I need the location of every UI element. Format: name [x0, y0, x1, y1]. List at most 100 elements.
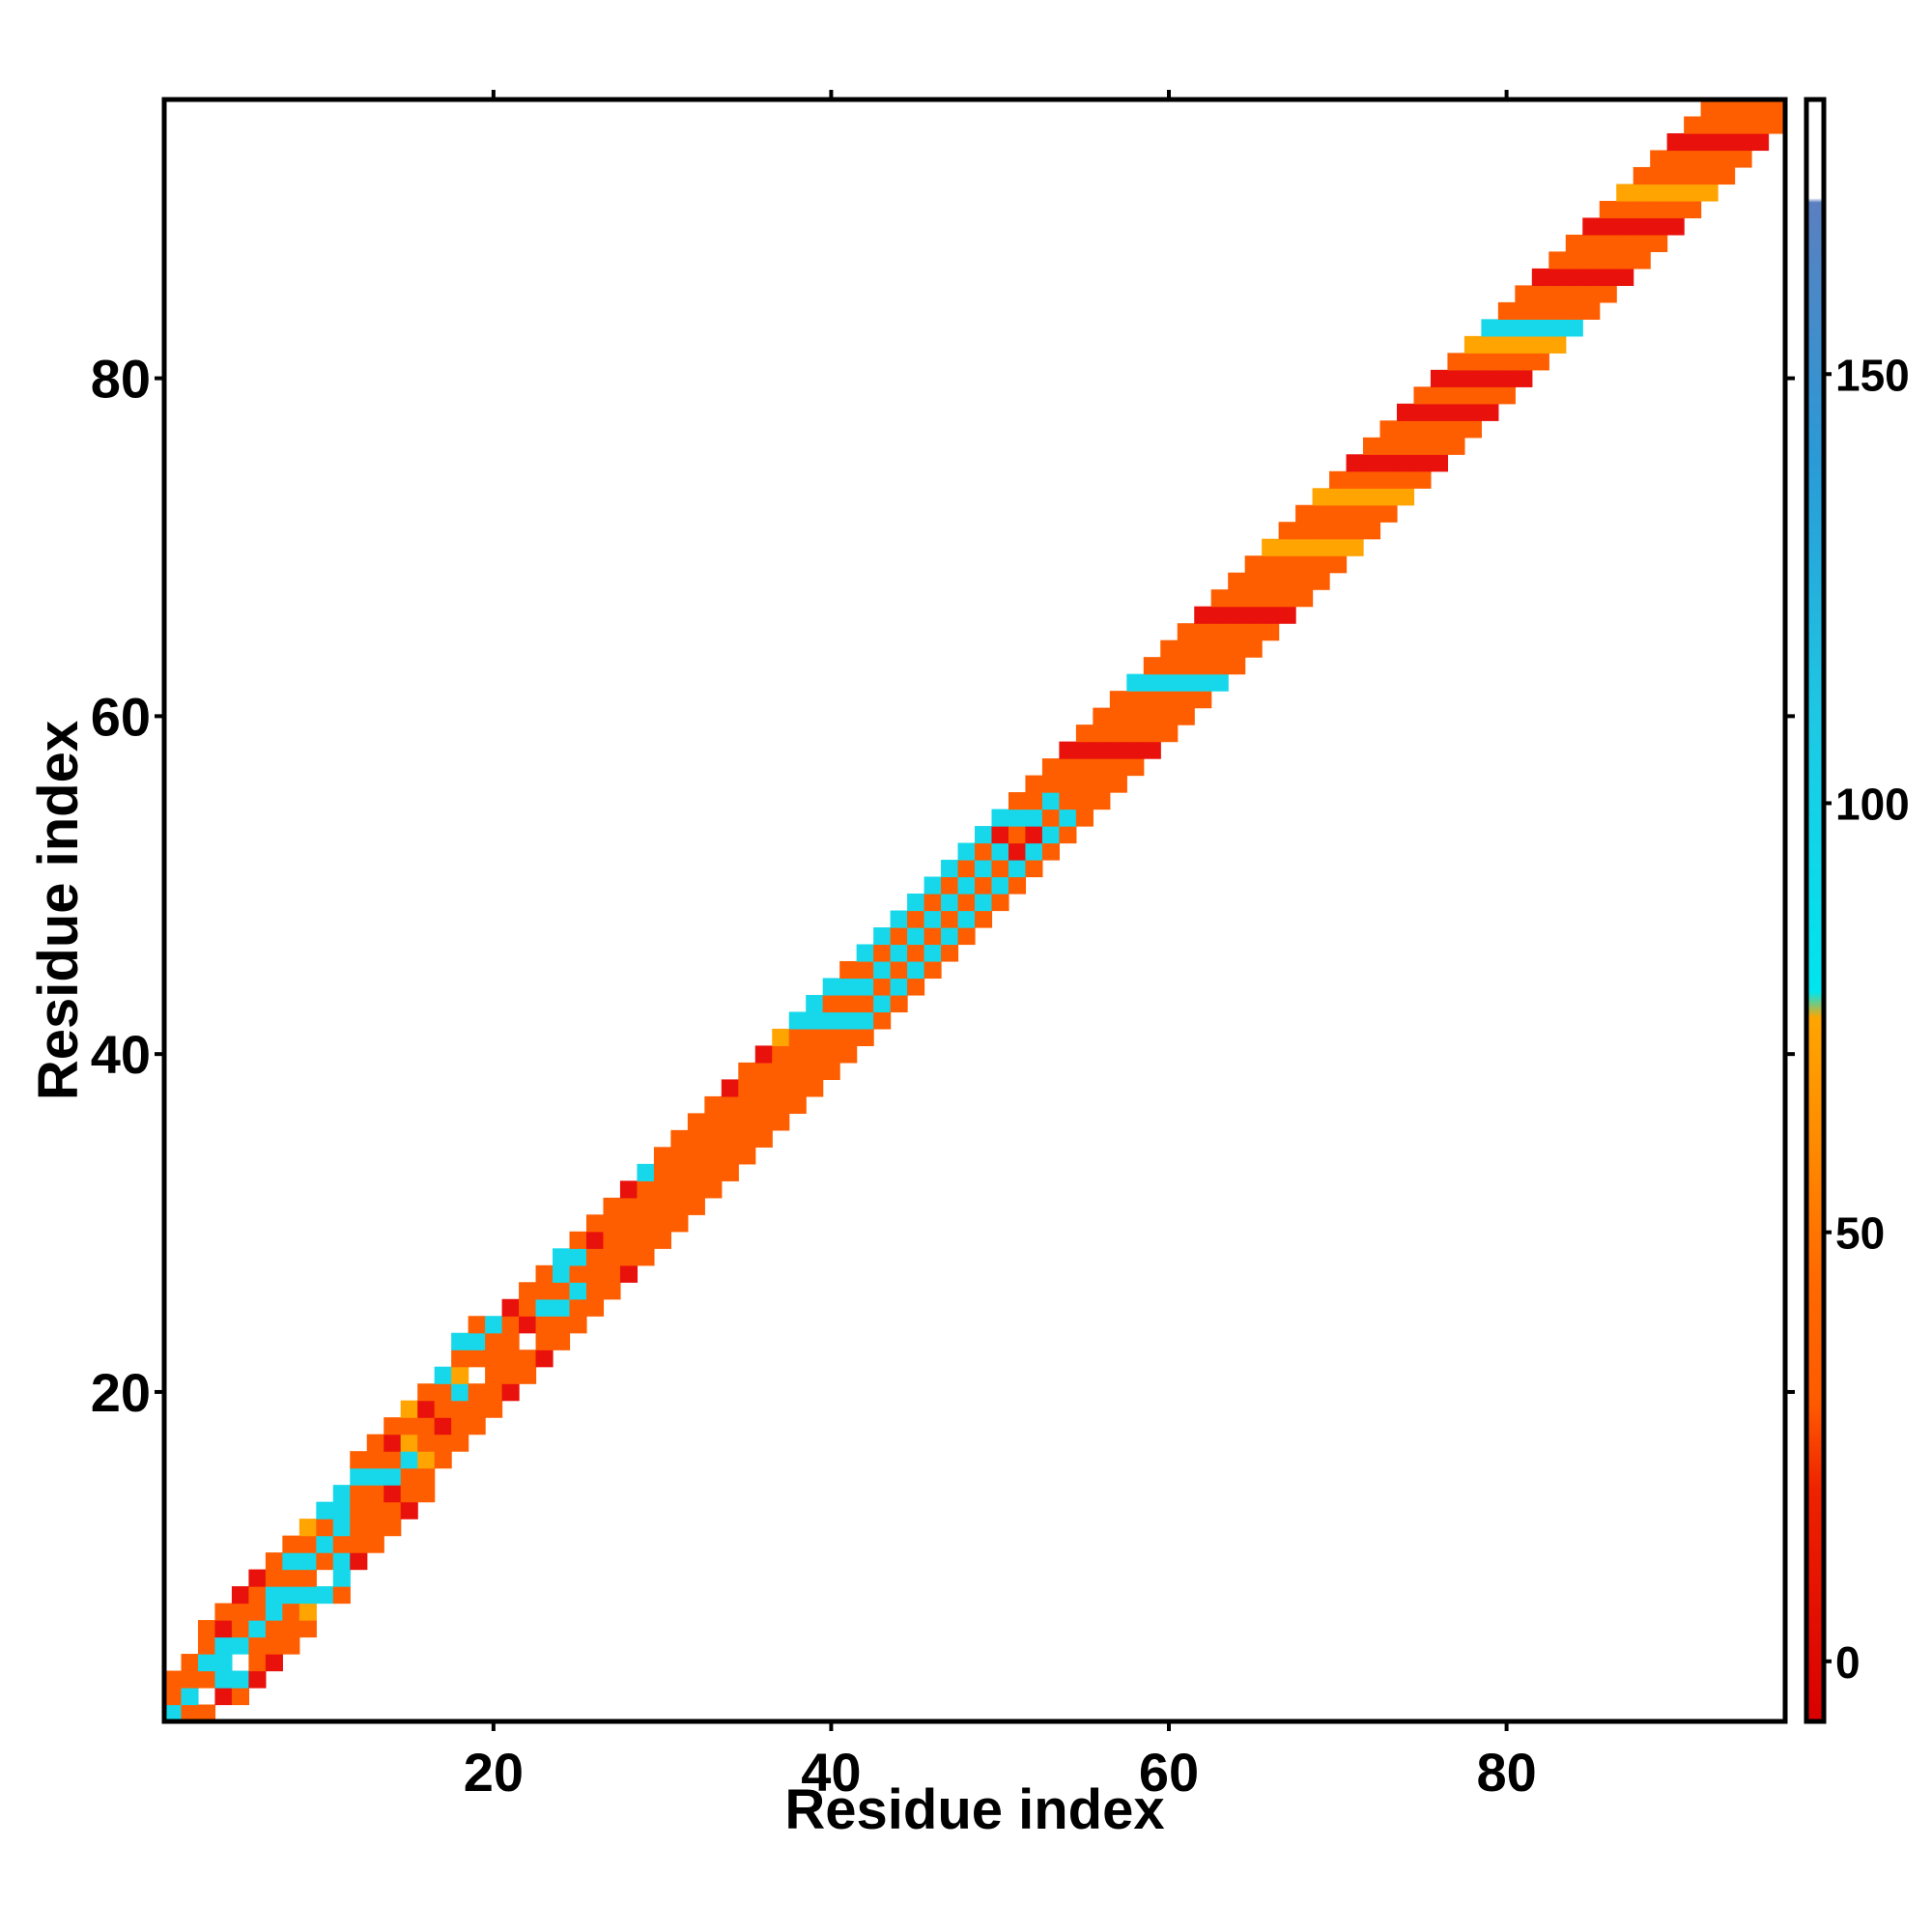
heatmap-cell	[1430, 369, 1449, 387]
heatmap-cell	[519, 1282, 537, 1300]
heatmap-cell	[637, 1231, 655, 1249]
heatmap-cell	[350, 1519, 368, 1537]
heatmap-cell	[704, 1163, 723, 1181]
heatmap-cell	[1599, 251, 1617, 270]
heatmap-cell	[738, 1129, 756, 1148]
heatmap-cell	[991, 842, 1009, 861]
heatmap-cell	[991, 860, 1009, 878]
heatmap-cell	[1582, 268, 1601, 286]
heatmap-cell	[670, 1197, 689, 1215]
heatmap-cell	[282, 1569, 300, 1587]
heatmap-cell	[1531, 301, 1549, 320]
heatmap-cell	[400, 1400, 418, 1418]
heatmap-cell	[1177, 623, 1195, 641]
heatmap-cell	[653, 1231, 671, 1249]
heatmap-cell	[1497, 335, 1516, 354]
heatmap-cell	[485, 1332, 503, 1350]
heatmap-cell	[1447, 386, 1465, 405]
heatmap-cell	[265, 1569, 283, 1587]
heatmap-cell	[1700, 132, 1719, 152]
heatmap-cell	[1041, 758, 1060, 777]
heatmap-cell	[1396, 454, 1415, 472]
heatmap-cell	[1734, 116, 1752, 134]
heatmap-cell	[1143, 724, 1161, 743]
heatmap-cell	[873, 994, 892, 1013]
heatmap-cell	[839, 960, 858, 980]
heatmap-cell	[231, 1670, 249, 1689]
heatmap-cell	[1278, 522, 1296, 540]
heatmap-cell	[1666, 166, 1685, 185]
heatmap-cell	[1126, 673, 1145, 692]
heatmap-cell	[806, 1045, 824, 1064]
heatmap-cell	[214, 1654, 233, 1672]
heatmap-cell	[553, 1282, 571, 1300]
heatmap-cell	[332, 1552, 351, 1571]
heatmap-cell	[1109, 758, 1127, 777]
heatmap-cell	[1228, 623, 1246, 641]
colorbar-tick-label: 150	[1835, 350, 1910, 400]
heatmap-cell	[1278, 606, 1296, 624]
heatmap-cell	[1633, 166, 1651, 185]
heatmap-cell	[1396, 437, 1415, 455]
heatmap-cell	[1565, 268, 1583, 286]
heatmap-cell	[585, 1231, 605, 1249]
heatmap-cell	[569, 1264, 587, 1283]
heatmap-cell	[1262, 572, 1280, 590]
heatmap-cell	[754, 1113, 773, 1131]
heatmap-cell	[298, 1535, 317, 1553]
heatmap-cell	[1700, 116, 1719, 134]
heatmap-cell	[1160, 657, 1179, 675]
heatmap-cell	[501, 1350, 520, 1368]
heatmap-cell	[265, 1603, 283, 1621]
heatmap-cell	[923, 960, 942, 980]
heatmap-cell	[1228, 589, 1246, 608]
heatmap-cell	[1210, 673, 1229, 692]
heatmap-cell	[738, 1062, 756, 1080]
heatmap-cell	[1025, 792, 1043, 810]
heatmap-cell	[214, 1670, 233, 1689]
heatmap-cell	[772, 1028, 790, 1047]
heatmap-cell	[839, 1028, 858, 1047]
heatmap-cell	[822, 1028, 840, 1047]
heatmap-cell	[1160, 639, 1179, 658]
heatmap-cell	[1093, 724, 1111, 743]
heatmap-cell	[1143, 691, 1161, 709]
heatmap-cell	[822, 1045, 840, 1064]
heatmap-cell	[1379, 420, 1398, 439]
heatmap-cell	[1413, 470, 1432, 489]
heatmap-cell	[1244, 555, 1263, 574]
heatmap-cell	[451, 1383, 469, 1402]
heatmap-cell	[298, 1620, 317, 1638]
heatmap-cell	[553, 1298, 571, 1317]
heatmap-cell	[1093, 775, 1111, 793]
heatmap-cell	[332, 1569, 351, 1587]
heatmap-cell	[941, 926, 959, 946]
heatmap-cell	[873, 926, 892, 946]
heatmap-cell	[1616, 251, 1634, 270]
heatmap-cell	[400, 1451, 418, 1469]
colorbar-tick-label: 50	[1835, 1208, 1885, 1259]
x-axis-ticks: 20 40 60 80	[464, 90, 1537, 1803]
y-axis-title: Residue index	[27, 721, 90, 1100]
heatmap-cell	[1194, 657, 1212, 675]
heatmap-cell	[603, 1248, 621, 1266]
heatmap-cell	[1633, 234, 1651, 253]
heatmap-cell	[721, 1147, 739, 1165]
heatmap-cell	[957, 842, 976, 861]
colorbar-tick-label: 0	[1835, 1637, 1861, 1688]
heatmap-cell	[231, 1620, 249, 1638]
heatmap-cell	[1329, 488, 1348, 506]
heatmap-cell	[975, 894, 993, 912]
heatmap-cell	[907, 960, 925, 980]
heatmap-cell	[1008, 842, 1027, 861]
heatmap-cell	[806, 1062, 824, 1080]
heatmap-cell	[366, 1519, 384, 1537]
heatmap-cell	[1295, 589, 1314, 608]
heatmap-cell	[1312, 522, 1330, 540]
heatmap-cell	[1093, 792, 1111, 810]
heatmap-cell	[687, 1147, 705, 1165]
heatmap-cell	[1633, 200, 1651, 219]
heatmap-cell	[400, 1434, 418, 1452]
heatmap-cell	[553, 1264, 571, 1283]
heatmap-cell	[1379, 504, 1398, 523]
